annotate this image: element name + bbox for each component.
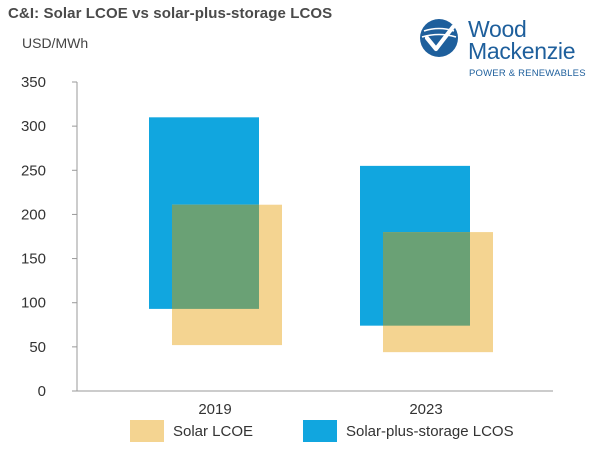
y-tick-label: 0 (38, 383, 46, 400)
legend-label-storage: Solar-plus-storage LCOS (346, 422, 514, 440)
y-tick-label: 150 (21, 251, 46, 268)
y-tick-label: 100 (21, 295, 46, 312)
wood-mackenzie-logo: Wood Mackenzie POWER & RENEWABLES (418, 12, 593, 84)
legend-swatch-storage (303, 420, 337, 442)
logo-check-globe-icon (420, 19, 458, 57)
x-category-label: 2019 (198, 401, 231, 418)
legend-swatch-solar (130, 420, 164, 442)
overlap-region-2019 (172, 204, 259, 309)
y-tick-label: 250 (21, 162, 46, 179)
chart-legend: Solar LCOE Solar-plus-storage LCOS (0, 420, 600, 448)
legend-label-solar: Solar LCOE (173, 422, 254, 440)
y-tick-label: 350 (21, 74, 46, 91)
y-tick-label: 300 (21, 118, 46, 135)
legend-item-solar: Solar LCOE (130, 420, 253, 442)
logo-tagline: POWER & RENEWABLES (469, 68, 586, 79)
range-chart: 0 50 100 150 200 250 300 350 2019 2023 (21, 74, 553, 418)
y-tick-label: 50 (29, 339, 46, 356)
logo-text-line1: Wood (468, 16, 527, 42)
y-tick-label: 200 (21, 206, 46, 223)
chart-title: C&I: Solar LCOE vs solar-plus-storage LC… (8, 5, 333, 22)
x-category-label: 2023 (409, 401, 442, 418)
legend-item-storage: Solar-plus-storage LCOS (303, 420, 514, 442)
y-axis-unit-label: USD/MWh (22, 35, 89, 51)
overlap-region-2023 (383, 232, 470, 326)
logo-text-line2: Mackenzie (468, 38, 576, 64)
